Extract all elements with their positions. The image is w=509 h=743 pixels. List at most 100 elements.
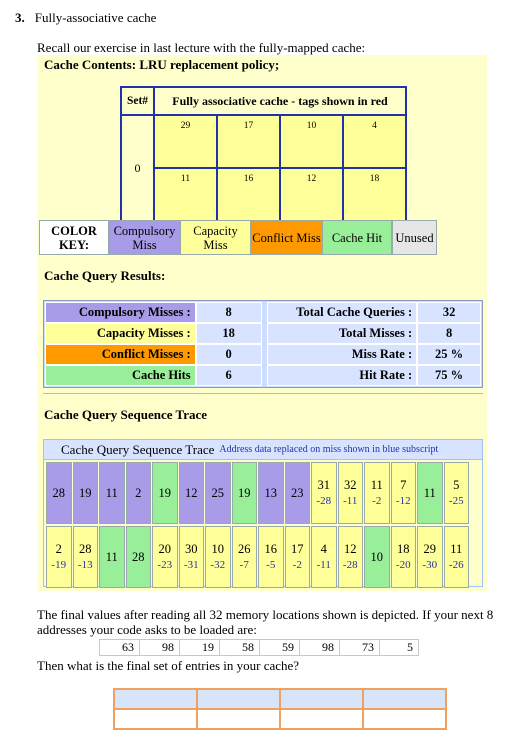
trace-cell: 12 bbox=[178, 462, 204, 524]
address-cell: 73 bbox=[339, 639, 379, 656]
trace-value: 5 bbox=[453, 478, 460, 492]
conflict-value: 0 bbox=[195, 344, 262, 365]
answer-cell[interactable] bbox=[113, 708, 198, 730]
total-queries-label: Total Cache Queries : bbox=[267, 302, 418, 323]
capacity-value: 18 bbox=[195, 323, 262, 344]
trace-replaced: -13 bbox=[77, 559, 93, 571]
compulsory-label: Compulsory Misses : bbox=[45, 302, 196, 323]
trace-cell: 28 -13 bbox=[72, 526, 98, 588]
answer-cell[interactable] bbox=[362, 688, 447, 710]
key-compulsory-miss: Compulsory Miss bbox=[109, 220, 180, 255]
trace-replaced: -7 bbox=[239, 559, 249, 571]
trace-replaced: -5 bbox=[266, 559, 276, 571]
trace-replaced: -11 bbox=[343, 495, 358, 507]
key-capacity-miss: Capacity Miss bbox=[180, 220, 251, 255]
trace-value: 10 bbox=[211, 542, 225, 556]
hits-value: 6 bbox=[195, 365, 262, 386]
answer-cell[interactable] bbox=[196, 688, 281, 710]
trace-replaced: -28 bbox=[342, 559, 358, 571]
trace-cell: 19 bbox=[231, 462, 257, 524]
trace-value: 31 bbox=[317, 478, 331, 492]
trace-cell: 11 bbox=[417, 462, 443, 524]
trace-replaced: -28 bbox=[316, 495, 332, 507]
cache-contents-title: Cache Contents: LRU replacement policy; bbox=[44, 57, 280, 72]
hits-label: Cache Hits bbox=[45, 365, 196, 386]
trace-title: Cache Query Sequence Trace bbox=[44, 407, 208, 422]
address-cell: 98 bbox=[139, 639, 179, 656]
trace-cell: 26 -7 bbox=[231, 526, 257, 588]
trace-value: 11 bbox=[105, 550, 118, 564]
trace-value: 28 bbox=[79, 542, 92, 556]
cache-tag: 4 bbox=[342, 114, 407, 169]
cache-tag: 11 bbox=[153, 167, 218, 222]
trace-cell: 5 -25 bbox=[443, 462, 469, 524]
trace-value: 30 bbox=[185, 542, 198, 556]
trace-value: 19 bbox=[79, 486, 92, 500]
miss-rate-label: Miss Rate : bbox=[267, 344, 418, 365]
trace-value: 26 bbox=[238, 542, 251, 556]
trace-row: 2 -19 28 -13 11 28 20 -23 30 -31 10 -32 26 -7 16 -5 17 -2… bbox=[46, 526, 482, 588]
question-title: Fully-associative cache bbox=[34, 10, 157, 25]
trace-replaced: -30 bbox=[422, 559, 438, 571]
cache-tag: 16 bbox=[216, 167, 281, 222]
trace-value: 25 bbox=[211, 486, 225, 500]
answer-cell[interactable] bbox=[196, 708, 281, 730]
cache-tag: 29 bbox=[153, 114, 218, 169]
trace-replaced: -32 bbox=[210, 559, 226, 571]
trace-cell: 2 -19 bbox=[46, 526, 72, 588]
address-cell: 59 bbox=[259, 639, 299, 656]
miss-rate-value: 25 % bbox=[417, 344, 481, 365]
trace-cell: 19 bbox=[152, 462, 178, 524]
results-table: Compulsory Misses : 8 Total Cache Querie… bbox=[43, 300, 483, 388]
color-key: COLOR KEY: Compulsory Miss Capacity Miss… bbox=[39, 220, 437, 255]
answer-cell[interactable] bbox=[113, 688, 198, 710]
trace-cell: 12 -28 bbox=[337, 526, 363, 588]
answer-table bbox=[113, 688, 447, 730]
trace-cell: 28 bbox=[46, 462, 72, 524]
trace-replaced: -12 bbox=[395, 495, 411, 507]
trace-value: 16 bbox=[264, 542, 278, 556]
cache-tag: 17 bbox=[216, 114, 281, 169]
trace-cell: 23 bbox=[284, 462, 310, 524]
trace-value: 20 bbox=[158, 542, 172, 556]
answer-cell[interactable] bbox=[362, 708, 447, 730]
intro-text: Recall our exercise in last lecture with… bbox=[37, 40, 366, 55]
trace-cell: 16 -5 bbox=[258, 526, 284, 588]
trace-cell: 32 -11 bbox=[337, 462, 363, 524]
trace-value: 7 bbox=[400, 478, 407, 492]
answer-cell[interactable] bbox=[279, 708, 364, 730]
compulsory-value: 8 bbox=[195, 302, 262, 323]
trace-value: 11 bbox=[450, 542, 463, 556]
address-cell: 58 bbox=[219, 639, 259, 656]
trace-value: 11 bbox=[423, 486, 436, 500]
total-queries-value: 32 bbox=[417, 302, 481, 323]
trace-replaced: -11 bbox=[316, 559, 331, 571]
question-heading: 3. Fully-associative cache bbox=[15, 10, 156, 26]
results-title: Cache Query Results: bbox=[44, 268, 166, 283]
trace-cell: 4 -11 bbox=[311, 526, 337, 588]
set-header: Set# bbox=[120, 86, 155, 116]
answer-cell[interactable] bbox=[279, 688, 364, 710]
trace-row: 28 19 11 2 19 12 25 19 13 23 31 -28 32 -11 11 -2 7 -12 11 5… bbox=[46, 462, 482, 524]
cache-tag: 10 bbox=[279, 114, 344, 169]
address-row: 63 98 19 58 59 98 73 5 bbox=[99, 639, 419, 656]
color-key-label: COLOR KEY: bbox=[39, 220, 109, 255]
conflict-label: Conflict Misses : bbox=[45, 344, 196, 365]
trace-value: 12 bbox=[344, 542, 357, 556]
trace-value: 19 bbox=[158, 486, 172, 500]
cache-contents-table: Set# Fully associative cache - tags show… bbox=[120, 86, 407, 222]
trace-panel: Cache Query Sequence Trace Address data … bbox=[43, 439, 483, 588]
question-number: 3. bbox=[15, 10, 25, 25]
trace-value: 28 bbox=[52, 486, 66, 500]
trace-value: 10 bbox=[370, 550, 384, 564]
cache-tag: 18 bbox=[342, 167, 407, 222]
hit-rate-value: 75 % bbox=[417, 365, 481, 386]
trace-replaced: -26 bbox=[448, 559, 464, 571]
trace-replaced: -2 bbox=[372, 495, 382, 507]
trace-header: Cache Query Sequence Trace Address data … bbox=[44, 440, 482, 460]
trace-value: 19 bbox=[238, 486, 251, 500]
trace-replaced: -19 bbox=[51, 559, 67, 571]
trace-value: 11 bbox=[370, 478, 383, 492]
key-unused: Unused bbox=[392, 220, 437, 255]
trace-value: 13 bbox=[264, 486, 278, 500]
